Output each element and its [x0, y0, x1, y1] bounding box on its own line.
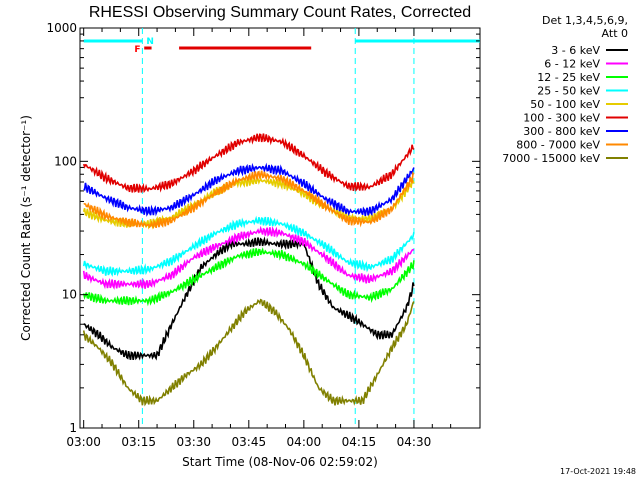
series-line [82, 225, 415, 290]
night-boundaries [141, 28, 415, 428]
legend-entry: 25 - 50 keV [537, 85, 600, 98]
flag-label: F [134, 45, 140, 55]
legend-entry: 7000 - 15000 keV [502, 152, 600, 165]
series-line [82, 247, 415, 307]
x-tick-label: 04:15 [342, 435, 377, 449]
y-axis-label: Corrected Count Rate (s⁻¹ detector⁻¹) [19, 115, 33, 341]
series-line [83, 170, 415, 230]
series-line [83, 162, 415, 217]
series-layer [82, 133, 415, 407]
x-tick-label: 04:30 [397, 435, 432, 449]
legend-entry: 100 - 300 keV [523, 112, 600, 125]
y-tick-label: 100 [54, 154, 77, 168]
y-tick-label: 1000 [46, 21, 77, 35]
series-line [82, 133, 415, 194]
x-tick-label: 04:00 [287, 435, 322, 449]
x-axis: 03:00 03:15 03:30 03:45 04:00 04:15 04:30 [66, 28, 452, 449]
chart-title: RHESSI Observing Summary Count Rates, Co… [89, 4, 471, 21]
x-axis-label: Start Time (08-Nov-06 02:59:02) [182, 455, 378, 469]
legend-header: Det 1,3,4,5,6,9, [542, 14, 628, 27]
footer-timestamp: 17-Oct-2021 19:48 [560, 467, 636, 476]
x-tick-label: 03:30 [176, 435, 211, 449]
y-axis: 1 10 100 1000 [46, 21, 480, 435]
legend-header: Att 0 [602, 27, 628, 40]
y-tick-label: 10 [62, 288, 77, 302]
series-line [82, 215, 415, 277]
y-tick-label: 1 [69, 421, 77, 435]
legend-entry: 50 - 100 keV [530, 98, 600, 111]
x-tick-label: 03:00 [66, 435, 101, 449]
legend-entry: 12 - 25 keV [537, 71, 600, 84]
series-line [82, 298, 415, 407]
legend-entry: 300 - 800 keV [523, 125, 600, 138]
flag-label: N [146, 37, 154, 47]
x-tick-label: 03:15 [121, 435, 156, 449]
series-line [83, 236, 415, 361]
x-tick-label: 03:45 [232, 435, 267, 449]
status-segments: FN [83, 37, 480, 55]
legend-entry: 6 - 12 keV [544, 58, 600, 71]
legend-entry: 3 - 6 keV [551, 44, 600, 57]
plot-frame [79, 27, 481, 429]
legend-entry: 800 - 7000 keV [516, 139, 600, 152]
